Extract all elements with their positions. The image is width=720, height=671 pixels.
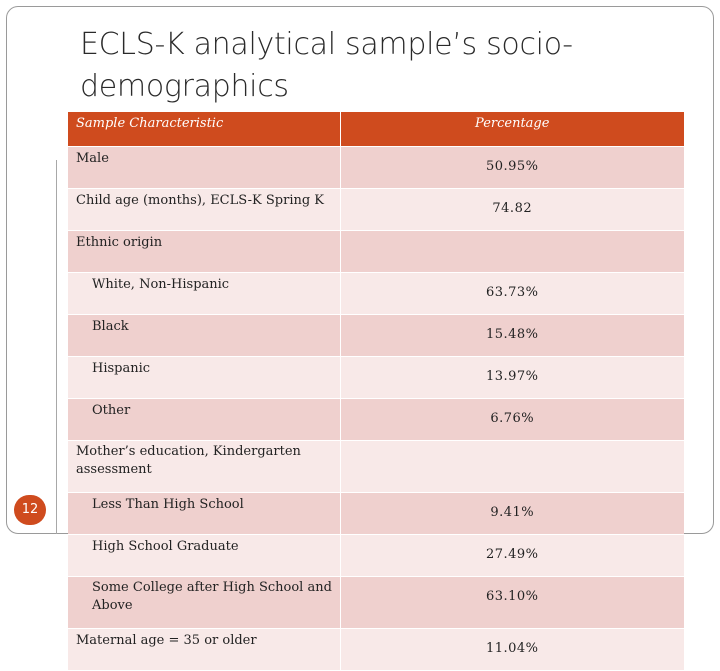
row-value: 50.95% [340, 146, 684, 189]
table-row: Male 50.95% [68, 146, 684, 189]
row-label: Other [68, 398, 341, 441]
table-row: Less Than High School 9.41% [68, 492, 684, 535]
table-row: High School Graduate 27.49% [68, 534, 684, 577]
row-value: 63.10% [340, 576, 684, 629]
row-label: White, Non-Hispanic [68, 272, 341, 315]
table-row: Mother’s education, Kindergarten assessm… [68, 440, 684, 493]
row-label: High School Graduate [68, 534, 341, 577]
row-label: Less Than High School [68, 492, 341, 535]
slide-sidebar-divider [6, 160, 57, 534]
row-label: Male [68, 146, 341, 189]
table-row: Hispanic 13.97% [68, 356, 684, 399]
row-label: Mother’s education, Kindergarten assessm… [68, 440, 341, 493]
page-number-badge: 12 [14, 495, 46, 525]
row-value [340, 230, 684, 273]
row-value: 9.41% [340, 492, 684, 535]
table-row: Child age (months), ECLS-K Spring K 74.8… [68, 188, 684, 231]
header-percentage: Percentage [340, 112, 684, 147]
header-sample-characteristic: Sample Characteristic [68, 112, 341, 147]
table-row: White, Non-Hispanic 63.73% [68, 272, 684, 315]
row-label: Maternal age = 35 or older [68, 628, 341, 671]
row-value: 6.76% [340, 398, 684, 441]
row-label: Ethnic origin [68, 230, 341, 273]
row-label: Child age (months), ECLS-K Spring K [68, 188, 341, 231]
row-value [340, 440, 684, 493]
table-row: Some College after High School and Above… [68, 576, 684, 629]
slide-title: ECLS-K analytical sample’s socio-demogra… [80, 27, 573, 104]
table-row: Black 15.48% [68, 314, 684, 357]
row-value: 63.73% [340, 272, 684, 315]
row-value: 13.97% [340, 356, 684, 399]
table-row: Ethnic origin [68, 230, 684, 273]
table-header-row: Sample Characteristic Percentage [68, 112, 684, 147]
row-label: Hispanic [68, 356, 341, 399]
row-value: 11.04% [340, 628, 684, 671]
row-value: 15.48% [340, 314, 684, 357]
row-label: Some College after High School and Above [68, 576, 341, 629]
table-row: Other 6.76% [68, 398, 684, 441]
row-label: Black [68, 314, 341, 357]
row-value: 27.49% [340, 534, 684, 577]
table-row: Maternal age = 35 or older 11.04% [68, 628, 684, 671]
row-value: 74.82 [340, 188, 684, 231]
demographics-table: Sample Characteristic Percentage Male 50… [68, 112, 684, 671]
